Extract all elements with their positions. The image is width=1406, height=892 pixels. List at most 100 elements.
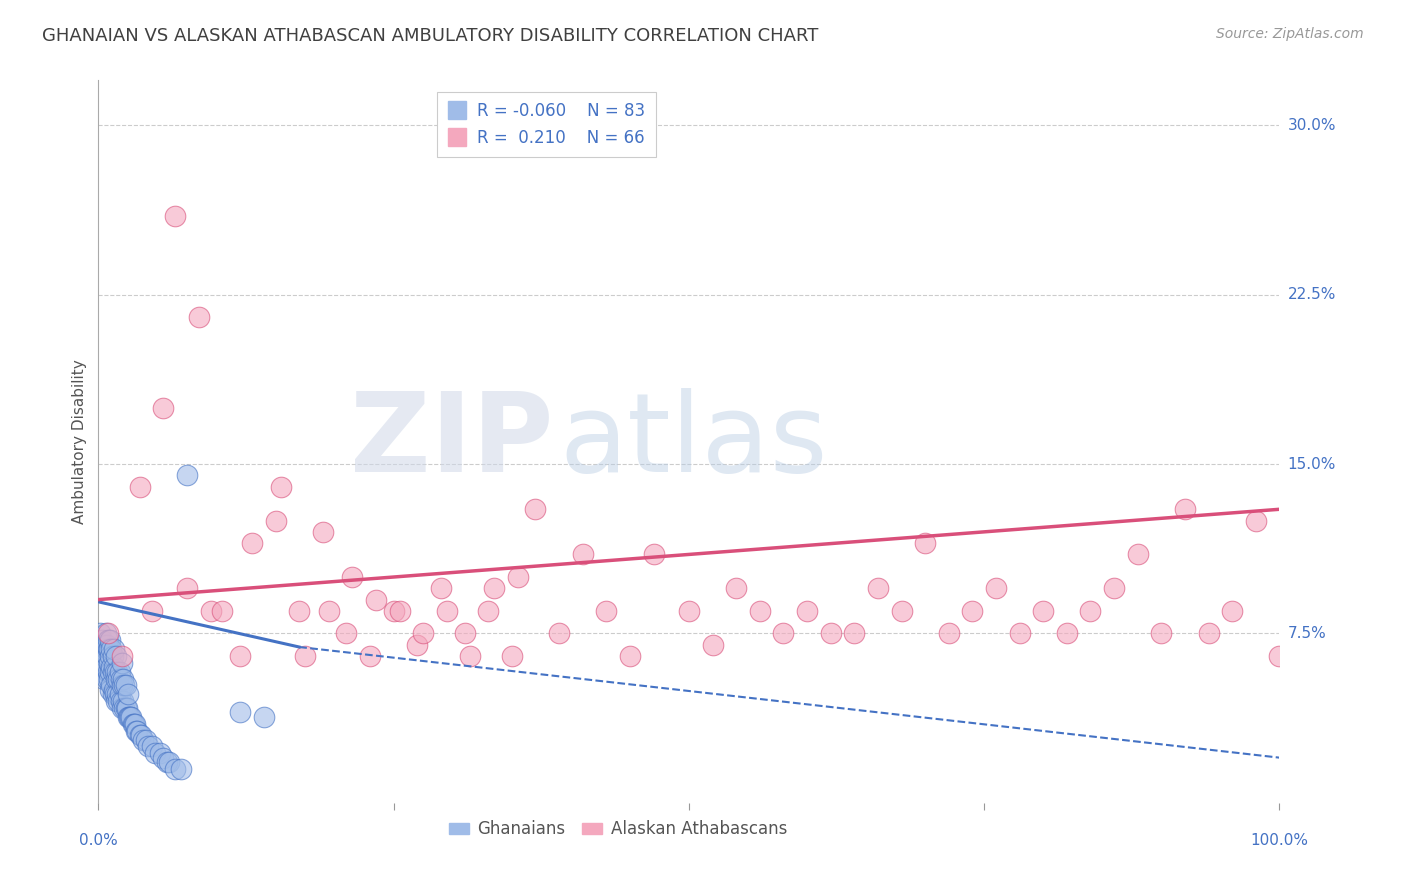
Point [643, 548, 665, 562]
Point [117, 687, 139, 701]
Point [110, 672, 132, 686]
Point [111, 656, 134, 670]
Point [772, 626, 794, 640]
Point [105, 665, 128, 679]
Point [157, 755, 180, 769]
Point [1174, 502, 1197, 516]
Point [187, 310, 209, 325]
Point [112, 694, 135, 708]
Point [1244, 514, 1267, 528]
Point [91, 633, 114, 648]
Point [595, 604, 617, 618]
Text: atlas: atlas [560, 388, 828, 495]
Point [984, 582, 1007, 596]
Point [114, 701, 136, 715]
Point [382, 604, 405, 618]
Point [335, 626, 357, 640]
Point [1056, 626, 1078, 640]
Point [342, 570, 364, 584]
Point [253, 710, 276, 724]
Point [156, 755, 179, 769]
Point [506, 570, 529, 584]
Point [477, 604, 499, 618]
Point [100, 678, 122, 692]
Point [135, 732, 157, 747]
Point [98, 642, 121, 657]
Point [98, 633, 121, 648]
Point [101, 687, 124, 701]
Point [229, 648, 252, 663]
Point [170, 762, 193, 776]
Point [294, 648, 316, 663]
Point [94, 642, 117, 657]
Point [96, 638, 118, 652]
Point [127, 723, 149, 738]
Point [97, 626, 120, 640]
Point [103, 682, 125, 697]
Point [132, 732, 155, 747]
Point [105, 672, 128, 686]
Point [890, 604, 912, 618]
Point [359, 648, 381, 663]
Point [97, 633, 120, 648]
Point [104, 687, 127, 701]
Point [100, 642, 122, 657]
Point [125, 723, 148, 738]
Point [388, 604, 411, 618]
Point [165, 209, 187, 223]
Point [96, 648, 118, 663]
Point [200, 604, 222, 618]
Point [91, 642, 114, 657]
Text: Source: ZipAtlas.com: Source: ZipAtlas.com [1216, 27, 1364, 41]
Point [866, 582, 889, 596]
Point [412, 626, 434, 640]
Text: 7.5%: 7.5% [1288, 626, 1326, 641]
Point [103, 642, 125, 657]
Point [501, 648, 523, 663]
Point [820, 626, 842, 640]
Point [111, 648, 134, 663]
Point [103, 660, 125, 674]
Point [1102, 582, 1125, 596]
Point [121, 710, 143, 724]
Point [571, 548, 593, 562]
Legend: Ghanaians, Alaskan Athabascans: Ghanaians, Alaskan Athabascans [443, 814, 793, 845]
Text: 22.5%: 22.5% [1288, 287, 1336, 302]
Point [128, 728, 150, 742]
Point [211, 604, 233, 618]
Point [124, 716, 146, 731]
Point [98, 656, 121, 670]
Point [90, 648, 112, 663]
Point [152, 401, 174, 415]
Point [91, 665, 114, 679]
Point [112, 672, 135, 686]
Point [1126, 548, 1149, 562]
Point [176, 582, 198, 596]
Point [128, 480, 150, 494]
Point [108, 665, 131, 679]
Point [111, 678, 134, 692]
Point [229, 706, 252, 720]
Point [453, 626, 475, 640]
Point [141, 604, 163, 618]
Point [107, 672, 129, 686]
Text: 0.0%: 0.0% [79, 833, 118, 848]
Point [110, 694, 132, 708]
Text: GHANAIAN VS ALASKAN ATHABASCAN AMBULATORY DISABILITY CORRELATION CHART: GHANAIAN VS ALASKAN ATHABASCAN AMBULATOR… [42, 27, 818, 45]
Point [136, 739, 159, 754]
Point [91, 660, 114, 674]
Point [93, 638, 115, 652]
Point [152, 750, 174, 764]
Point [94, 626, 117, 640]
Point [101, 665, 124, 679]
Point [107, 694, 129, 708]
Point [121, 716, 143, 731]
Point [108, 687, 131, 701]
Point [1080, 604, 1102, 618]
Point [112, 678, 135, 692]
Point [318, 604, 340, 618]
Point [143, 746, 166, 760]
Point [1268, 648, 1291, 663]
Point [938, 626, 960, 640]
Point [89, 626, 111, 640]
